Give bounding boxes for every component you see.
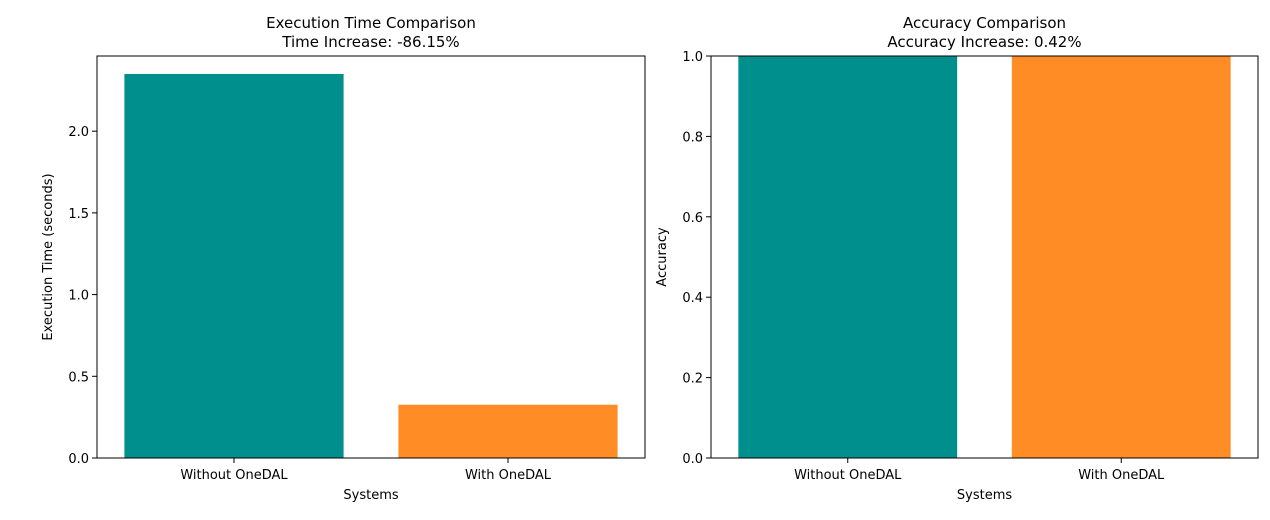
x-tick-label: With OneDAL — [1078, 468, 1165, 483]
bar-1 — [124, 73, 344, 458]
bar-1 — [738, 56, 958, 458]
bar-2 — [398, 404, 618, 458]
y-tick-label: 1.0 — [682, 50, 703, 65]
x-axis-label: Systems — [957, 488, 1012, 503]
axes-frame — [96, 55, 646, 459]
y-tick-label: 0.6 — [682, 211, 703, 226]
x-tick-label: Without OneDAL — [180, 468, 288, 483]
y-tick-label: 2.0 — [68, 125, 89, 140]
y-axis-label: Accuracy — [655, 227, 670, 287]
chart-subtitle: Time Increase: -86.15% — [281, 33, 459, 51]
y-tick-label: 0.4 — [682, 291, 703, 306]
y-tick-label: 0.8 — [682, 130, 703, 145]
x-axis-label: Systems — [343, 488, 398, 503]
y-tick-label: 1.5 — [68, 207, 89, 222]
y-tick-label: 0.0 — [68, 452, 89, 467]
axes-frame — [710, 55, 1259, 459]
chart-panel-1: 0.0 0.5 1.0 1.5 2.0 Without OneDAL With OneDAL… — [41, 14, 646, 503]
y-tick-label: 0.2 — [682, 372, 703, 387]
chart-subtitle: Accuracy Increase: 0.42% — [887, 33, 1081, 51]
chart-title: Accuracy Comparison — [903, 14, 1066, 32]
y-tick-label: 0.0 — [682, 452, 703, 467]
y-axis-label: Execution Time (seconds) — [41, 173, 56, 340]
y-tick-label: 1.0 — [68, 289, 89, 304]
bar-2 — [1011, 56, 1231, 458]
x-tick-label: Without OneDAL — [794, 468, 902, 483]
chart-panel-2: 0.0 0.2 0.4 0.6 0.8 1.0 Without OneDAL With One… — [655, 14, 1259, 503]
chart-title: Execution Time Comparison — [266, 14, 476, 32]
x-tick-label: With OneDAL — [465, 468, 552, 483]
y-tick-label: 0.5 — [68, 370, 89, 385]
